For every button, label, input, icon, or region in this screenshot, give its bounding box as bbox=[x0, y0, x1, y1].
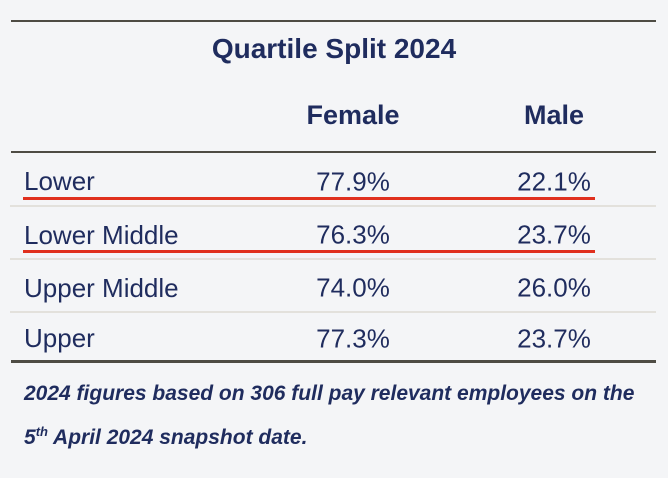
top-rule bbox=[11, 20, 656, 22]
red-underline bbox=[23, 250, 595, 253]
header-divider-rule bbox=[11, 151, 656, 153]
column-header-male: Male bbox=[523, 100, 585, 130]
header-row: Female Male bbox=[0, 100, 668, 132]
bottom-rule bbox=[11, 360, 656, 363]
table-title: Quartile Split 2024 bbox=[211, 33, 457, 64]
table-row: Lower 77.9% 22.1% bbox=[0, 152, 668, 206]
row-separator bbox=[10, 258, 656, 260]
footnote: 2024 figures based on 306 full pay relev… bbox=[24, 372, 654, 460]
footnote-superscript: th bbox=[35, 424, 48, 439]
row-separator bbox=[10, 311, 656, 313]
footnote-line1: 2024 figures based on 306 full pay relev… bbox=[24, 382, 635, 405]
cell-lower-middle-female: 76.3% bbox=[316, 219, 390, 250]
table-row: Lower Middle 76.3% 23.7% bbox=[0, 206, 668, 259]
column-header-female: Female bbox=[306, 100, 400, 130]
cell-lower-female: 77.9% bbox=[316, 166, 390, 196]
row-label-upper-middle: Upper Middle bbox=[24, 272, 179, 303]
footnote-line2: 5th April 2024 snapshot date. bbox=[24, 424, 308, 449]
red-underline bbox=[23, 197, 595, 200]
cell-upper-male: 23.7% bbox=[517, 323, 591, 353]
row-label-lower-middle: Lower Middle bbox=[24, 219, 179, 250]
table-row: Upper 77.3% 23.7% bbox=[0, 312, 668, 360]
cell-upper-middle-male: 26.0% bbox=[517, 272, 591, 303]
cell-upper-female: 77.3% bbox=[316, 323, 390, 353]
cell-lower-middle-male: 23.7% bbox=[517, 219, 591, 250]
cell-upper-middle-female: 74.0% bbox=[316, 272, 390, 303]
table-row: Upper Middle 74.0% 26.0% bbox=[0, 259, 668, 312]
cell-lower-male: 22.1% bbox=[517, 166, 591, 196]
row-label-lower: Lower bbox=[24, 166, 95, 196]
row-label-upper: Upper bbox=[24, 323, 95, 353]
row-separator bbox=[10, 205, 656, 207]
